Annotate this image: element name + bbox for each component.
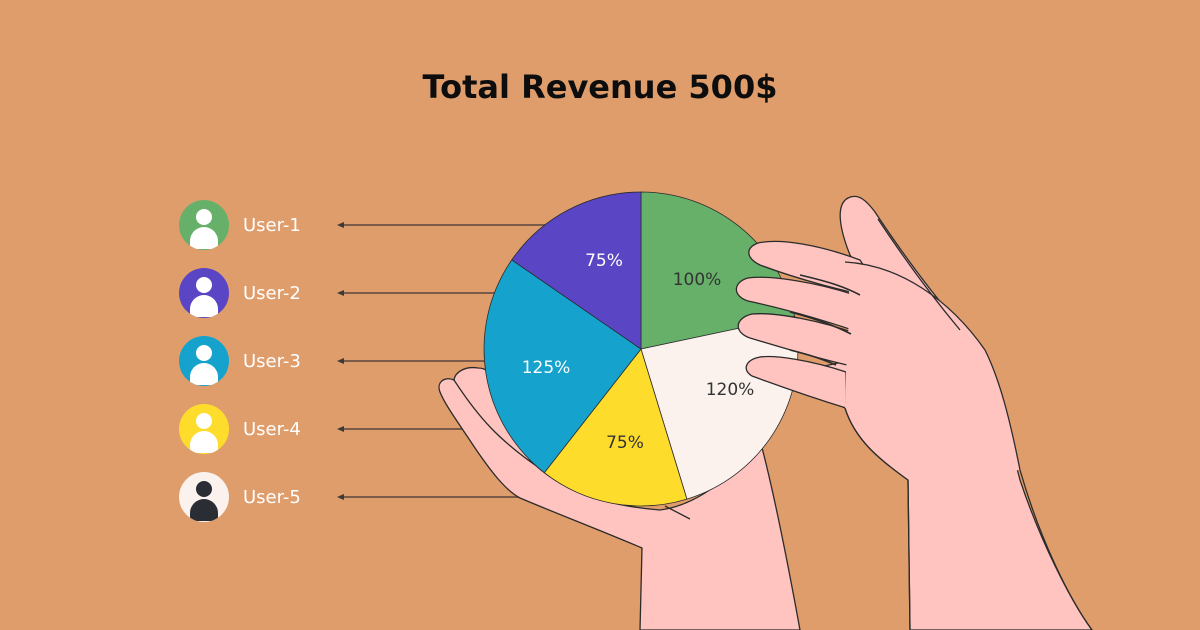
user-avatar-icon [179,404,229,454]
legend-label: User-2 [243,282,301,304]
legend-item-user-3[interactable]: User-3 [179,336,339,386]
arrowhead-icon [337,358,344,364]
user-avatar-icon [179,472,229,522]
arrowhead-icon [337,426,344,432]
legend-label: User-1 [243,214,301,236]
pie-label-user-4: 75% [606,433,644,453]
pie-label-user-3: 125% [522,358,571,378]
legend-label: User-3 [243,350,301,372]
legend-item-user-4[interactable]: User-4 [179,404,339,454]
upper-hand-illustration [735,195,1093,630]
pie-slice-user-3[interactable] [483,259,642,474]
user-avatar-icon [179,268,229,318]
legend-item-user-5[interactable]: User-5 [179,472,339,522]
pie-label-user-2: 75% [585,251,623,271]
chart-title: Total Revenue 500$ [422,68,778,106]
pie-slice-user-4[interactable] [543,348,688,507]
legend-connectors [337,222,560,500]
pie-slice-user-2[interactable] [511,191,642,350]
legend-item-user-2[interactable]: User-2 [179,268,339,318]
legend-item-user-1[interactable]: User-1 [179,200,339,250]
pie-label-user-1: 100% [673,270,722,290]
arrowhead-icon [337,222,344,228]
arrowhead-icon [337,290,344,296]
legend-label: User-5 [243,486,301,508]
user-avatar-icon [179,336,229,386]
user-avatar-icon [179,200,229,250]
pie-labels: 100% 120% 75% 125% 75% [522,251,755,453]
pie-label-user-5: 120% [706,380,755,400]
pie-chart [483,191,799,507]
legend-label: User-4 [243,418,301,440]
arrowhead-icon [337,494,344,500]
